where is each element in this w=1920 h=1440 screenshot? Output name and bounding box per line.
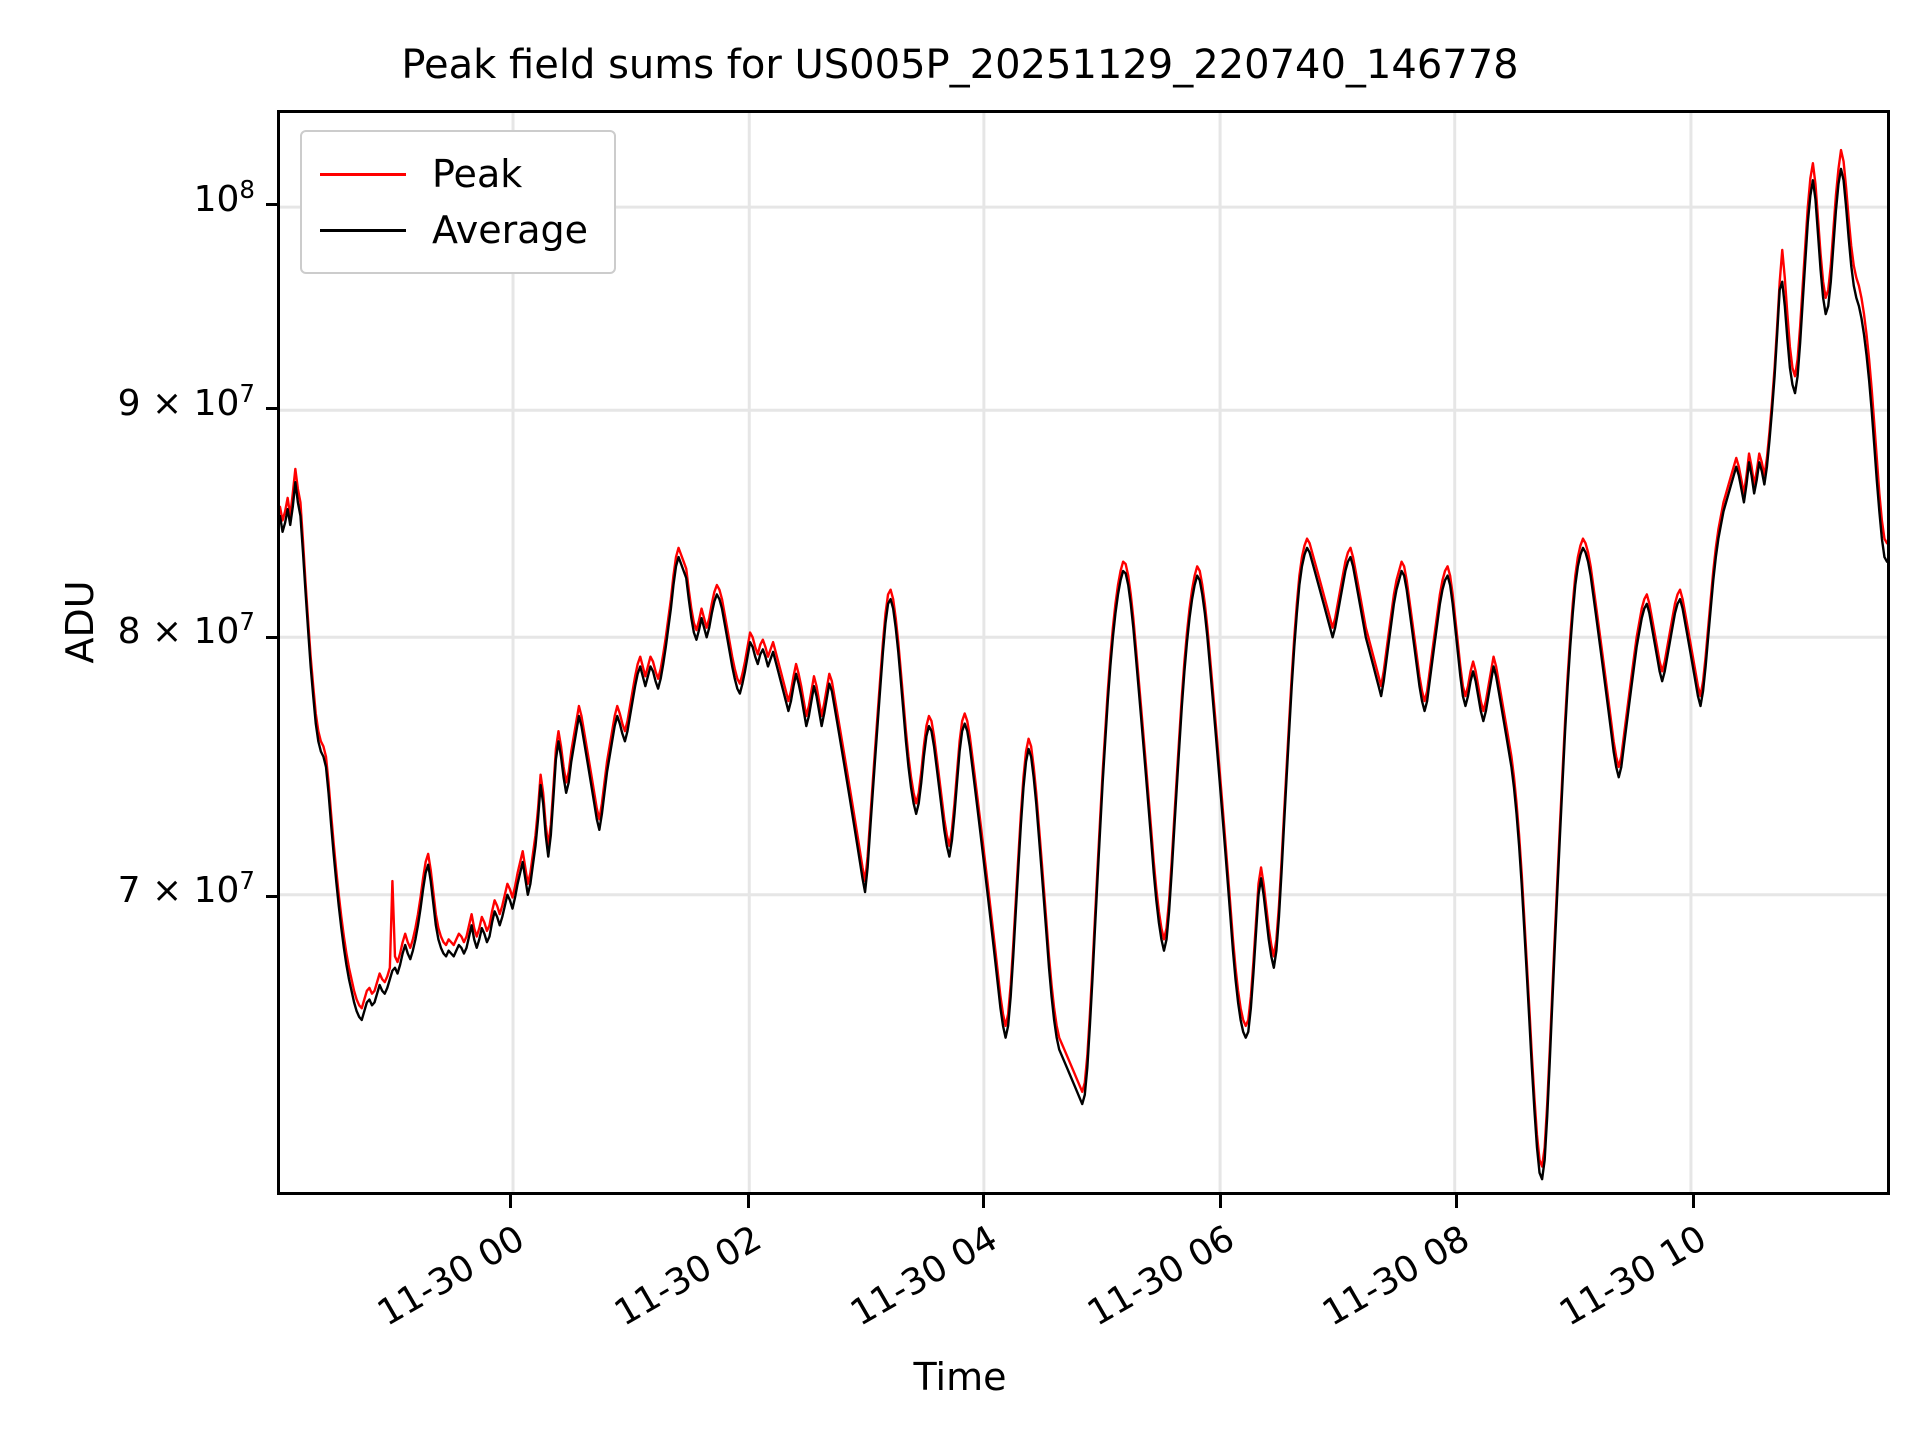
x-tick-mark [746,1195,750,1208]
y-tick-mark [266,894,279,898]
x-tick-mark [1219,1195,1223,1208]
legend-item[interactable]: Average [320,202,588,258]
y-tick-label: 8 × 107 [117,607,255,653]
x-tick-mark [982,1195,985,1208]
legend-label: Average [432,208,589,252]
y-tick-label: 7 × 107 [117,866,255,912]
x-tick-mark [1691,1195,1695,1208]
chart-title: Peak field sums for US005P_20251129_2207… [401,42,1519,88]
chart-legend[interactable]: Peak Average [300,130,617,274]
x-tick-mark [509,1195,513,1208]
y-tick-label: 108 [193,174,255,220]
y-tick-label: 9 × 107 [117,378,255,424]
legend-item[interactable]: Peak [320,146,588,202]
x-axis-label: Time [913,1355,1007,1399]
y-tick-mark [266,407,279,411]
y-tick-mark [266,203,279,207]
x-tick-mark [1454,1195,1458,1208]
data-series [280,148,1887,1181]
legend-color-swatch [320,228,406,232]
plot-area [277,110,1890,1195]
y-axis-label: ADU [58,580,102,664]
legend-color-swatch [320,172,406,176]
legend-label: Peak [432,152,523,196]
y-tick-mark [266,635,279,639]
